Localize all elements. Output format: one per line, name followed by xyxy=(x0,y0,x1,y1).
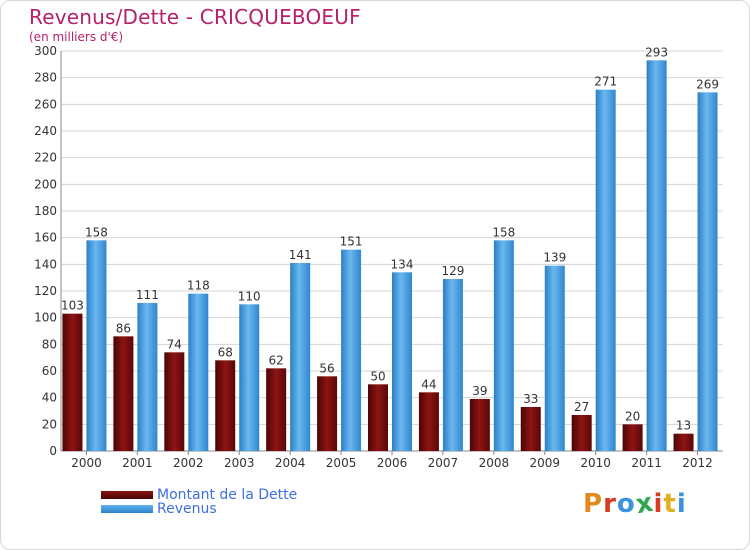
bar-revenue xyxy=(442,279,463,451)
bar-revenue xyxy=(493,240,514,451)
bar-revenue xyxy=(239,304,260,451)
logo-letter: i xyxy=(653,489,664,519)
y-tick-label: 280 xyxy=(34,71,57,85)
y-tick-label: 220 xyxy=(34,151,57,165)
value-label-revenue: 129 xyxy=(441,264,464,278)
y-tick-label: 100 xyxy=(34,311,57,325)
value-label-revenue: 141 xyxy=(289,248,312,262)
bar-revenue xyxy=(137,303,158,451)
y-tick-label: 60 xyxy=(42,364,57,378)
bar-revenue xyxy=(595,89,616,452)
x-tick-label: 2003 xyxy=(224,456,255,470)
value-label-debt: 13 xyxy=(676,419,691,433)
logo-letter: P xyxy=(583,489,604,519)
legend-swatch-debt xyxy=(101,491,153,499)
x-tick-label: 2007 xyxy=(428,456,459,470)
legend-item-revenue: Revenus xyxy=(101,501,297,517)
value-label-revenue: 118 xyxy=(187,279,210,293)
bar-debt xyxy=(622,424,643,451)
bar-debt xyxy=(113,336,134,451)
bar-revenue xyxy=(86,240,107,451)
bar-debt xyxy=(673,433,694,451)
x-tick-label: 2002 xyxy=(173,456,204,470)
x-tick-label: 2009 xyxy=(529,456,560,470)
y-tick-label: 160 xyxy=(34,231,57,245)
bar-revenue xyxy=(188,293,209,451)
bar-debt xyxy=(266,368,287,451)
bar-revenue xyxy=(392,272,412,451)
value-label-revenue: 111 xyxy=(136,288,159,302)
y-tick-label: 300 xyxy=(34,44,57,58)
value-label-debt: 20 xyxy=(625,409,640,423)
bar-debt xyxy=(418,392,439,451)
value-label-debt: 27 xyxy=(574,400,589,414)
value-label-debt: 50 xyxy=(370,369,385,383)
bar-debt xyxy=(317,376,338,451)
y-tick-label: 260 xyxy=(34,97,57,111)
x-tick-label: 2001 xyxy=(122,456,153,470)
value-label-debt: 44 xyxy=(421,377,436,391)
value-label-debt: 33 xyxy=(523,392,538,406)
value-label-debt: 56 xyxy=(319,361,334,375)
bar-debt xyxy=(215,360,236,451)
logo-letter: o xyxy=(616,489,636,519)
value-label-debt: 74 xyxy=(167,337,182,351)
chart-title: Revenus/Dette - CRICQUEBOEUF xyxy=(29,5,361,29)
value-label-debt: 103 xyxy=(61,299,84,313)
value-label-debt: 39 xyxy=(472,384,487,398)
logo-letter: r xyxy=(603,489,617,519)
y-tick-label: 180 xyxy=(34,204,57,218)
y-tick-label: 140 xyxy=(34,257,57,271)
x-tick-label: 2004 xyxy=(275,456,306,470)
y-tick-label: 120 xyxy=(34,284,57,298)
bar-debt xyxy=(368,384,388,451)
legend-item-debt: Montant de la Dette xyxy=(101,487,297,503)
value-label-debt: 86 xyxy=(116,321,131,335)
logo-letter: t xyxy=(663,489,677,519)
bar-debt xyxy=(469,399,490,451)
value-label-debt: 68 xyxy=(218,345,233,359)
bar-debt xyxy=(62,313,83,451)
x-tick-label: 2012 xyxy=(682,456,713,470)
legend-label-debt: Montant de la Dette xyxy=(157,487,298,503)
value-label-revenue: 158 xyxy=(492,225,515,239)
bar-revenue xyxy=(341,249,362,451)
bar-debt xyxy=(571,415,592,451)
bar-revenue xyxy=(544,265,565,451)
bar-revenue xyxy=(646,60,667,451)
chart-subtitle: (en milliers d'€) xyxy=(29,30,124,44)
value-label-revenue: 134 xyxy=(391,257,414,271)
value-label-debt: 62 xyxy=(269,353,284,367)
bar-debt xyxy=(164,352,185,451)
y-tick-label: 80 xyxy=(42,337,57,351)
y-tick-label: 40 xyxy=(42,391,57,405)
chart-legend: Montant de la Dette Revenus xyxy=(101,487,297,517)
x-tick-label: 2008 xyxy=(479,456,510,470)
legend-label-revenue: Revenus xyxy=(157,501,217,517)
x-tick-label: 2010 xyxy=(580,456,611,470)
proxiti-logo: Proxiti xyxy=(583,488,687,521)
y-tick-label: 240 xyxy=(34,124,57,138)
y-tick-label: 0 xyxy=(49,444,57,458)
bar-revenue xyxy=(697,92,718,451)
value-label-revenue: 139 xyxy=(543,251,566,265)
legend-swatch-revenue xyxy=(101,505,153,513)
x-tick-label: 2006 xyxy=(377,456,408,470)
value-label-revenue: 293 xyxy=(645,45,668,59)
value-label-revenue: 269 xyxy=(696,77,719,91)
x-tick-label: 2005 xyxy=(326,456,357,470)
bar-revenue xyxy=(290,263,311,451)
x-tick-label: 2011 xyxy=(631,456,662,470)
value-label-revenue: 158 xyxy=(85,225,108,239)
y-tick-label: 200 xyxy=(34,177,57,191)
bar-debt xyxy=(520,407,541,451)
value-label-revenue: 110 xyxy=(238,289,261,303)
value-label-revenue: 151 xyxy=(340,235,363,249)
value-label-revenue: 271 xyxy=(594,75,617,89)
x-tick-label: 2000 xyxy=(71,456,102,470)
logo-letter: i xyxy=(676,489,687,519)
y-tick-label: 20 xyxy=(42,417,57,431)
